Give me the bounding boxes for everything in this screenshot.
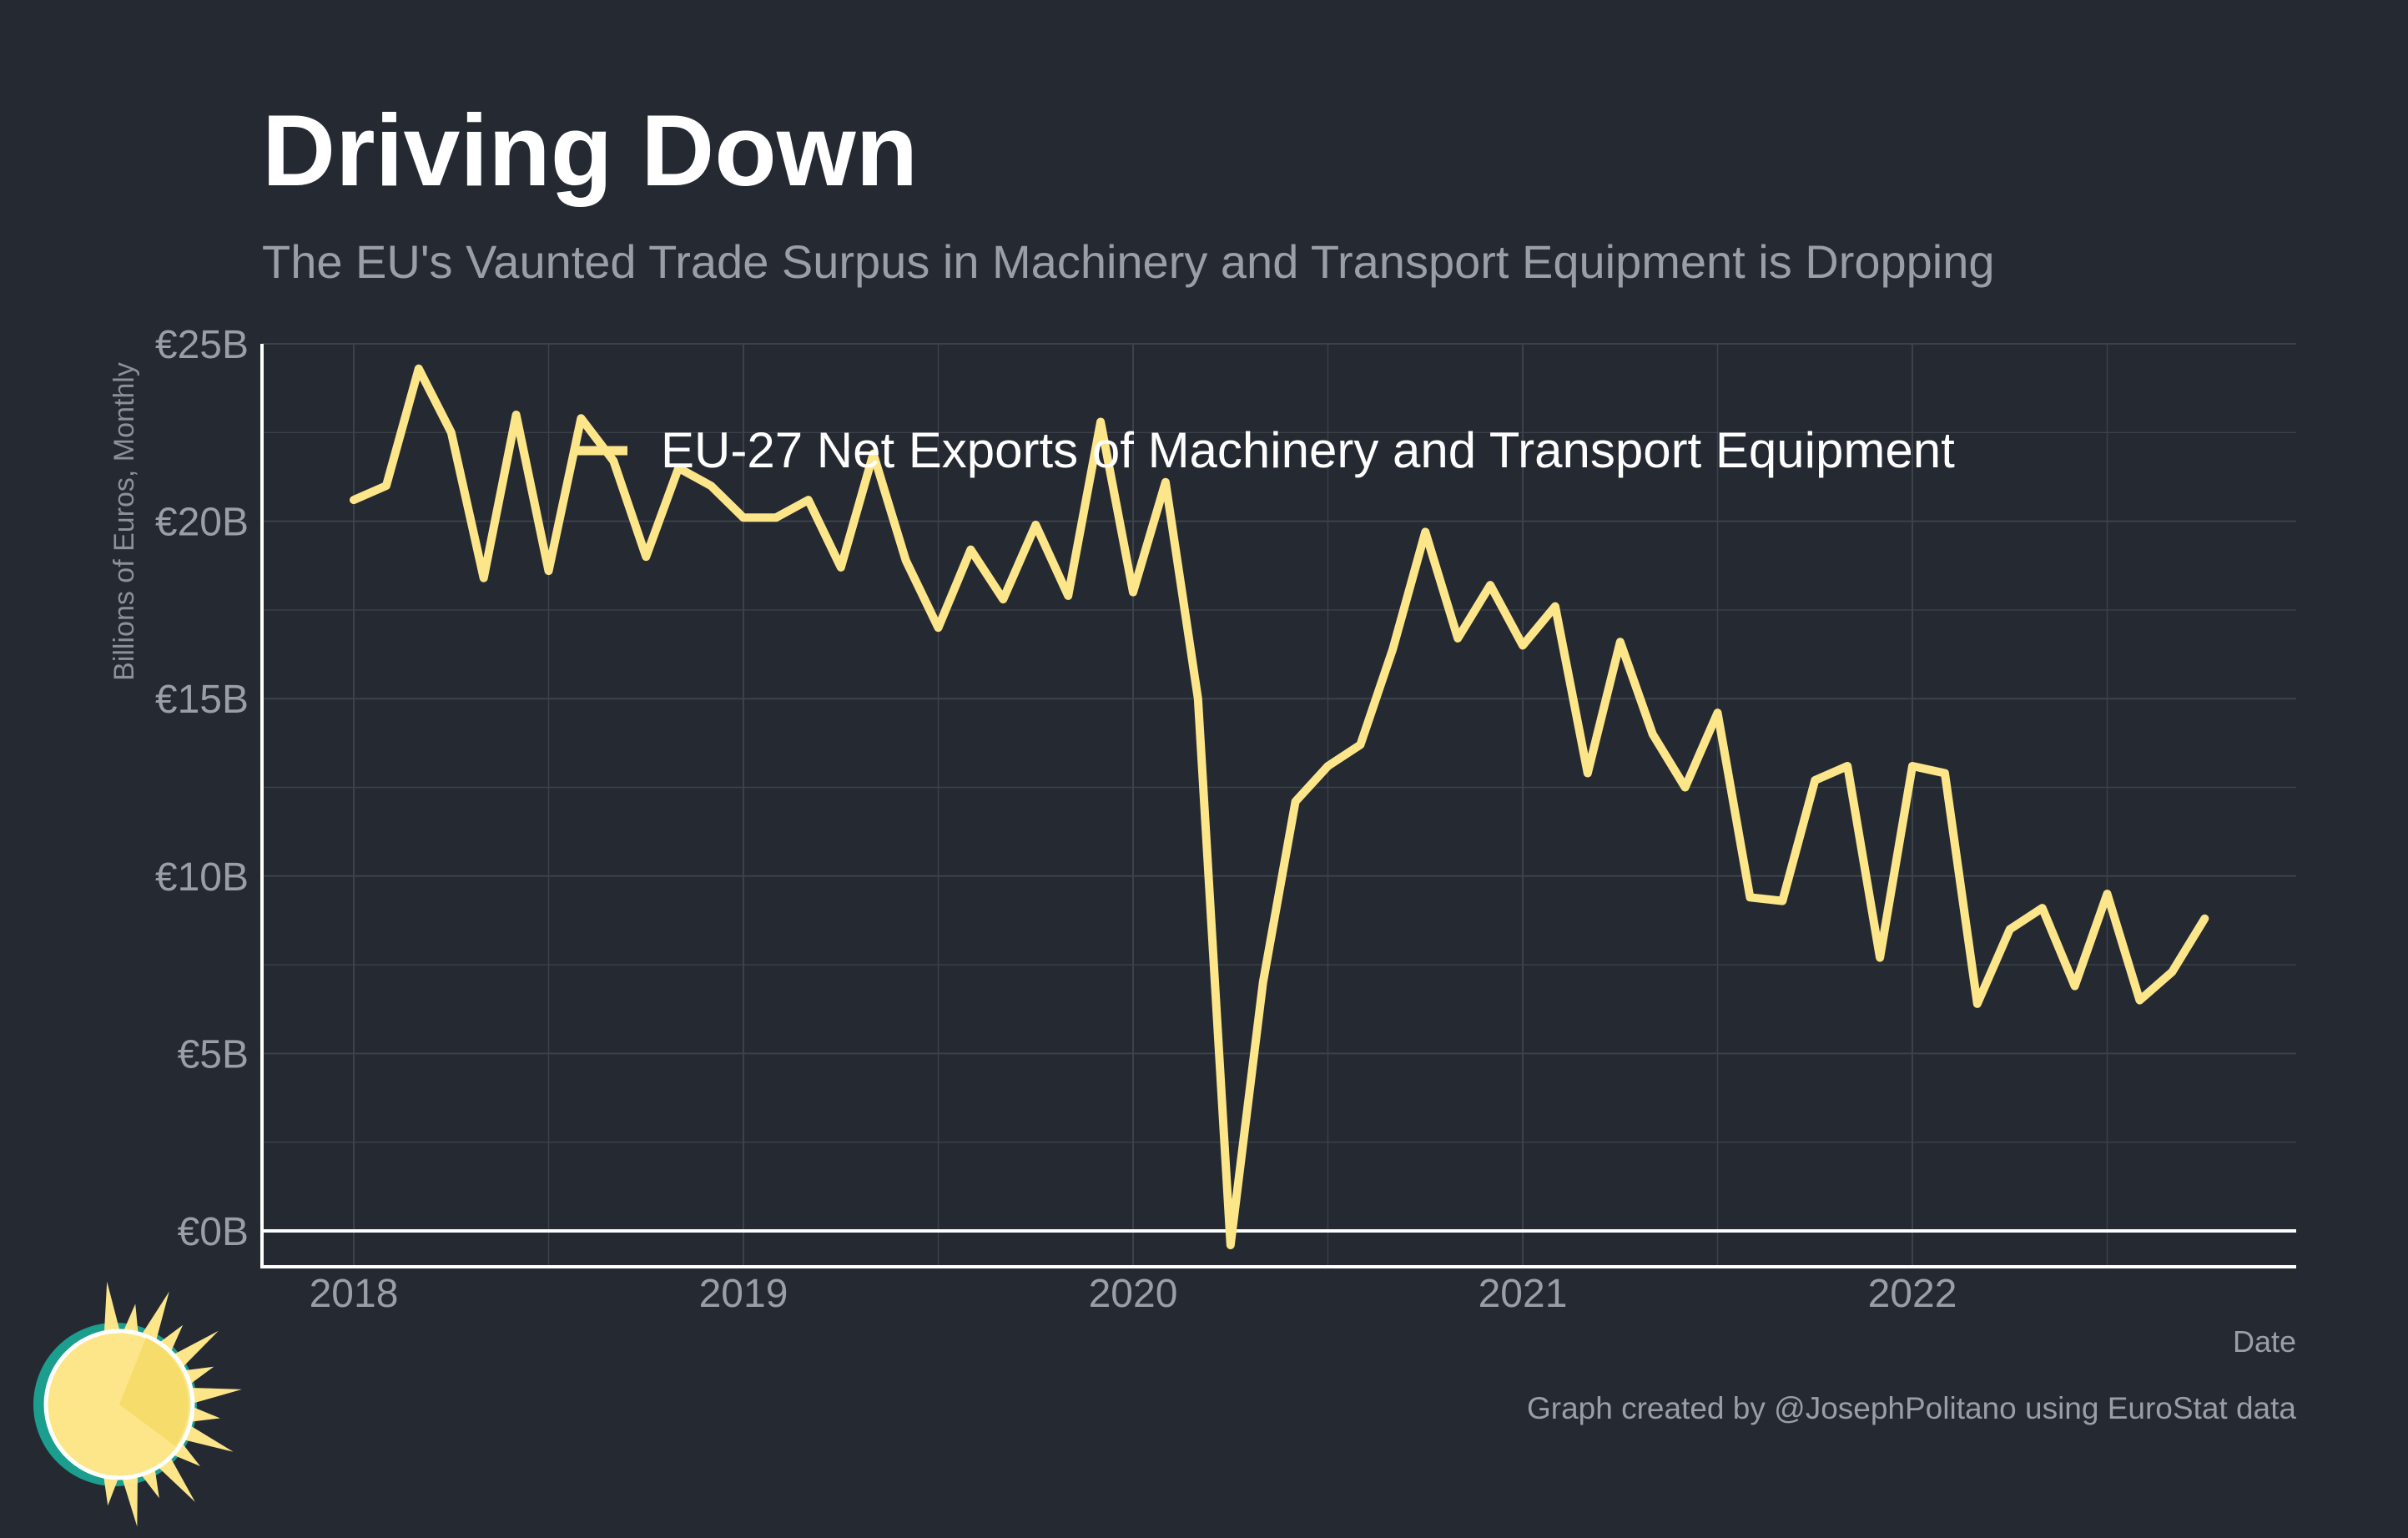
x-axis-ticks: 2018 2019 2020 2021 2022 bbox=[310, 1272, 1957, 1316]
sun-ray bbox=[103, 1472, 120, 1506]
series-group bbox=[350, 364, 2209, 1249]
x-tick-label: 2019 bbox=[699, 1272, 788, 1316]
x-tick-label: 2018 bbox=[310, 1272, 399, 1316]
series-line bbox=[350, 364, 2209, 1249]
y-tick-label: €10B bbox=[155, 855, 249, 900]
sun-slice bbox=[119, 1338, 189, 1446]
y-axis-label: Billions of Euros, Monthly bbox=[108, 362, 140, 681]
chart-subtitle: The EU's Vaunted Trade Surpus in Machine… bbox=[262, 235, 1995, 288]
y-tick-label: €15B bbox=[155, 678, 249, 722]
axes bbox=[260, 344, 2296, 1268]
x-tick-label: 2022 bbox=[1868, 1272, 1957, 1316]
sun-ray bbox=[187, 1405, 220, 1423]
y-tick-label: €20B bbox=[155, 501, 249, 545]
y-tick-label: €0B bbox=[178, 1210, 249, 1254]
sun-ray bbox=[121, 1472, 138, 1527]
sun-ray bbox=[122, 1304, 139, 1338]
y-tick-label: €25B bbox=[155, 323, 249, 367]
x-tick-label: 2021 bbox=[1479, 1272, 1568, 1316]
legend-label: EU-27 Net Exports of Machinery and Trans… bbox=[661, 422, 1955, 478]
sun-ray bbox=[169, 1330, 219, 1370]
sun-ray bbox=[103, 1281, 121, 1337]
sun-ray bbox=[180, 1423, 234, 1452]
x-tick-label: 2020 bbox=[1089, 1272, 1178, 1316]
sun-ray bbox=[187, 1387, 242, 1404]
sun-ray bbox=[155, 1454, 195, 1502]
y-axis-ticks: €0B €5B €10B €15B €20B €25B bbox=[155, 323, 249, 1254]
caption: Graph created by @JosephPolitano using E… bbox=[1527, 1391, 2296, 1425]
y-tick-label: €5B bbox=[178, 1032, 249, 1077]
x-axis-label: Date bbox=[2233, 1324, 2296, 1359]
chart-title: Driving Down bbox=[262, 93, 918, 207]
sun-logo-icon bbox=[33, 1281, 242, 1527]
sun-ray bbox=[139, 1291, 169, 1344]
legend: EU-27 Net Exports of Machinery and Trans… bbox=[576, 422, 1955, 478]
